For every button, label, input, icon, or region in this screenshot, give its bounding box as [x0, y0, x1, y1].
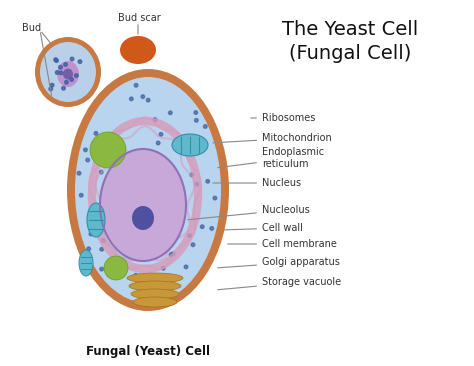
Circle shape	[134, 83, 138, 87]
Circle shape	[122, 146, 125, 150]
Circle shape	[100, 170, 103, 174]
Circle shape	[54, 58, 57, 61]
Circle shape	[191, 243, 195, 247]
Text: Ribosomes: Ribosomes	[251, 113, 315, 123]
Circle shape	[100, 247, 103, 251]
Ellipse shape	[57, 61, 79, 87]
Circle shape	[194, 111, 198, 114]
Circle shape	[188, 234, 191, 238]
Circle shape	[94, 132, 98, 135]
Circle shape	[100, 267, 103, 271]
Circle shape	[159, 132, 163, 136]
Circle shape	[49, 87, 53, 91]
Text: Mitochondrion: Mitochondrion	[213, 133, 332, 143]
Circle shape	[169, 253, 173, 257]
Ellipse shape	[79, 250, 93, 276]
Circle shape	[95, 155, 99, 159]
Circle shape	[194, 119, 198, 122]
Text: Nucleolus: Nucleolus	[188, 205, 310, 220]
Circle shape	[64, 81, 68, 84]
Text: Fungal (Yeast) Cell: Fungal (Yeast) Cell	[86, 346, 210, 359]
Circle shape	[206, 179, 210, 183]
Circle shape	[78, 60, 82, 63]
Circle shape	[70, 78, 73, 81]
Circle shape	[203, 125, 207, 128]
Circle shape	[156, 141, 160, 145]
Circle shape	[210, 227, 214, 230]
Circle shape	[64, 63, 67, 66]
Circle shape	[86, 158, 90, 162]
Ellipse shape	[35, 37, 101, 107]
Circle shape	[129, 97, 133, 101]
Circle shape	[55, 71, 59, 74]
Text: Nucleus: Nucleus	[213, 178, 301, 188]
Circle shape	[141, 95, 145, 98]
Ellipse shape	[75, 77, 221, 303]
Ellipse shape	[63, 68, 73, 79]
Circle shape	[59, 66, 62, 69]
Circle shape	[159, 281, 163, 284]
Ellipse shape	[129, 281, 181, 291]
Circle shape	[87, 247, 91, 251]
Ellipse shape	[131, 289, 179, 299]
Circle shape	[55, 59, 58, 62]
Ellipse shape	[132, 206, 154, 230]
Circle shape	[134, 273, 137, 277]
Circle shape	[153, 118, 157, 122]
Circle shape	[168, 111, 172, 115]
Ellipse shape	[172, 134, 208, 156]
Circle shape	[162, 266, 165, 270]
Ellipse shape	[100, 149, 186, 261]
Text: Bud: Bud	[22, 23, 41, 33]
Circle shape	[70, 57, 74, 61]
Circle shape	[184, 265, 188, 269]
Ellipse shape	[120, 36, 156, 64]
Circle shape	[83, 148, 87, 152]
Circle shape	[95, 153, 99, 156]
Circle shape	[89, 232, 93, 236]
Ellipse shape	[40, 42, 96, 102]
Circle shape	[146, 98, 150, 102]
Circle shape	[201, 225, 204, 228]
Text: Cell wall: Cell wall	[223, 223, 303, 233]
Circle shape	[195, 182, 199, 186]
Text: Cell membrane: Cell membrane	[228, 239, 337, 249]
Circle shape	[90, 132, 126, 168]
Circle shape	[74, 74, 78, 77]
Text: Endoplasmic
reticulum: Endoplasmic reticulum	[218, 147, 324, 169]
Circle shape	[117, 274, 120, 278]
Circle shape	[80, 193, 83, 197]
Circle shape	[62, 86, 65, 90]
Circle shape	[160, 283, 164, 286]
Circle shape	[50, 83, 54, 87]
Text: The Yeast Cell
(Fungal Cell): The Yeast Cell (Fungal Cell)	[282, 20, 418, 63]
Ellipse shape	[127, 273, 183, 283]
Circle shape	[104, 256, 128, 280]
Text: Storage vacuole: Storage vacuole	[218, 277, 341, 290]
Text: Golgi apparatus: Golgi apparatus	[218, 257, 340, 268]
Ellipse shape	[87, 203, 105, 237]
Circle shape	[184, 149, 187, 153]
Circle shape	[171, 252, 175, 255]
Circle shape	[77, 171, 81, 175]
Circle shape	[190, 173, 193, 177]
Circle shape	[101, 239, 105, 242]
Ellipse shape	[133, 297, 177, 307]
Circle shape	[59, 71, 63, 75]
Ellipse shape	[67, 69, 229, 311]
Circle shape	[213, 196, 217, 200]
Text: Bud scar: Bud scar	[118, 13, 161, 23]
